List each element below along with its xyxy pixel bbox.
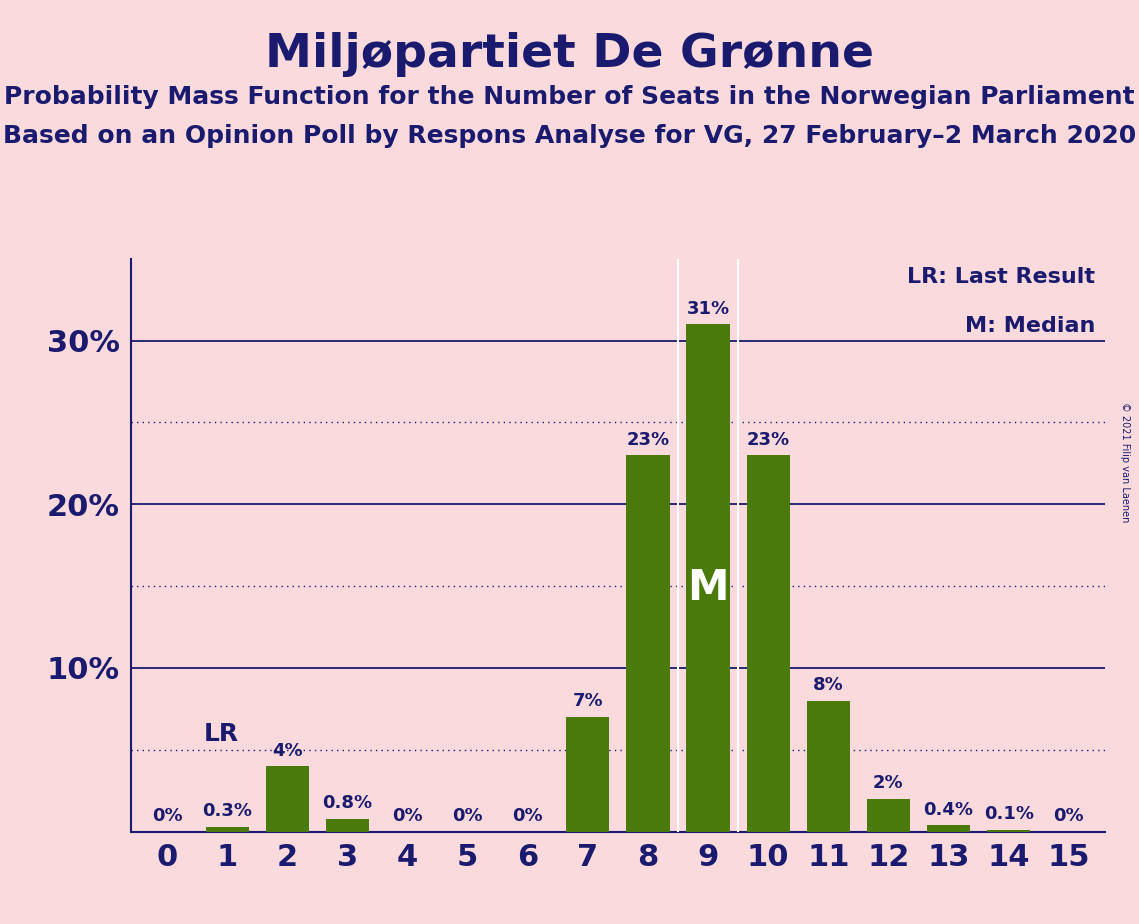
Text: 0.4%: 0.4% [924, 800, 974, 819]
Bar [326, 819, 369, 832]
Text: LR: Last Result: LR: Last Result [907, 267, 1095, 287]
Bar [566, 717, 609, 832]
Text: 0.8%: 0.8% [322, 794, 372, 812]
Text: 0.3%: 0.3% [202, 802, 252, 821]
Text: 7%: 7% [573, 692, 604, 711]
Text: 0.1%: 0.1% [984, 806, 1034, 823]
Bar [205, 827, 248, 832]
Text: 31%: 31% [687, 299, 730, 318]
Text: Probability Mass Function for the Number of Seats in the Norwegian Parliament: Probability Mass Function for the Number… [5, 85, 1134, 109]
Text: LR: LR [204, 723, 239, 747]
Text: 0%: 0% [151, 807, 182, 825]
Bar [626, 456, 670, 832]
Text: 23%: 23% [747, 431, 789, 448]
Text: 0%: 0% [513, 807, 543, 825]
Text: 8%: 8% [813, 676, 844, 694]
Bar [746, 456, 789, 832]
Text: 0%: 0% [452, 807, 483, 825]
Bar [806, 700, 850, 832]
Text: 2%: 2% [874, 774, 903, 792]
Text: M: M [687, 567, 729, 609]
Text: 0%: 0% [1054, 807, 1084, 825]
Bar [867, 799, 910, 832]
Text: Based on an Opinion Poll by Respons Analyse for VG, 27 February–2 March 2020: Based on an Opinion Poll by Respons Anal… [3, 124, 1136, 148]
Bar [988, 830, 1031, 832]
Bar [927, 825, 970, 832]
Text: Miljøpartiet De Grønne: Miljøpartiet De Grønne [265, 32, 874, 78]
Bar [687, 324, 730, 832]
Text: © 2021 Filip van Laenen: © 2021 Filip van Laenen [1120, 402, 1130, 522]
Text: 23%: 23% [626, 431, 670, 448]
Text: 4%: 4% [272, 742, 303, 760]
Text: 0%: 0% [392, 807, 423, 825]
Bar [265, 766, 309, 832]
Text: M: Median: M: Median [965, 316, 1095, 336]
